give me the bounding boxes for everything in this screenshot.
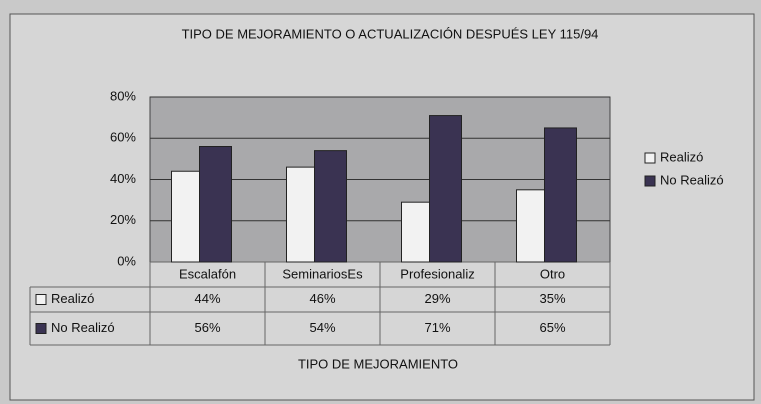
- legend-label: Realizó: [660, 149, 703, 164]
- table-legend-key: [35, 323, 47, 334]
- table-value: 56%: [194, 320, 220, 335]
- table-legend-key: [35, 294, 47, 305]
- y-tick-label: 20%: [110, 212, 136, 227]
- bar: [429, 115, 462, 263]
- bar: [314, 150, 347, 263]
- bar: [544, 127, 577, 263]
- bar: [199, 146, 232, 263]
- table-value: 71%: [424, 320, 450, 335]
- legend-key: [644, 152, 656, 164]
- table-value: 44%: [194, 291, 220, 306]
- x-tick-label: SeminariosEs: [282, 266, 363, 281]
- chart-title: TIPO DE MEJORAMIENTO O ACTUALIZACIÓN DES…: [182, 26, 599, 41]
- bar: [286, 166, 319, 263]
- bar: [171, 170, 204, 263]
- y-tick-label: 60%: [110, 130, 136, 145]
- y-tick-label: 80%: [110, 88, 136, 103]
- bar: [401, 201, 434, 263]
- table-value: 46%: [309, 291, 335, 306]
- legend-label: No Realizó: [660, 172, 724, 187]
- x-tick-label: Escalafón: [179, 266, 236, 281]
- x-tick-label: Otro: [540, 266, 565, 281]
- table-value: 54%: [309, 320, 335, 335]
- table-value: 29%: [424, 291, 450, 306]
- table-value: 65%: [539, 320, 565, 335]
- table-value: 35%: [539, 291, 565, 306]
- table-row-label: No Realizó: [51, 320, 115, 335]
- bar: [516, 189, 549, 263]
- y-tick-label: 40%: [110, 171, 136, 186]
- x-tick-label: Profesionaliz: [400, 266, 474, 281]
- legend-key: [644, 175, 656, 187]
- table-row-label: Realizó: [51, 291, 94, 306]
- y-tick-label: 0%: [117, 253, 136, 268]
- x-axis-label: TIPO DE MEJORAMIENTO: [298, 356, 458, 371]
